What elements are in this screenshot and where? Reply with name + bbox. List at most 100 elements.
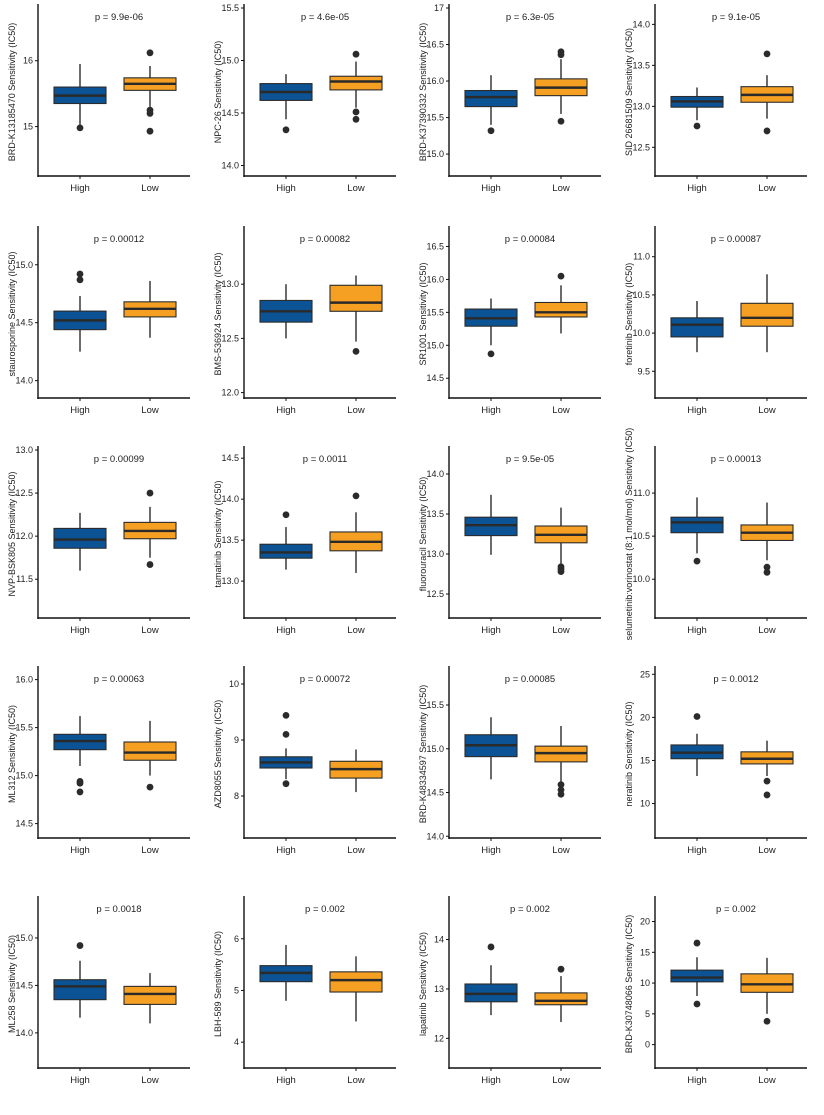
boxplot-panel: selumetinib:vorinostat (8:1 mol/mol) Sen… bbox=[617, 428, 823, 664]
y-tick-label: 13.0 bbox=[221, 576, 239, 586]
outlier-point bbox=[763, 50, 771, 58]
y-tick-label: 14.0 bbox=[632, 19, 650, 29]
y-axis-label: foretinib Sensitivity (IC50) bbox=[624, 263, 634, 366]
boxplot-panel: SR1001 Sensitivity (IC50) p = 0.00084 14.5… bbox=[411, 222, 617, 444]
outlier-point bbox=[763, 1017, 771, 1025]
x-tick-label: High bbox=[276, 1075, 296, 1086]
outlier-point bbox=[693, 713, 701, 720]
x-tick-label: Low bbox=[347, 1075, 365, 1086]
boxplot-svg: NPC-26 Sensitivity (IC50) p = 4.6e-05 14.0… bbox=[213, 3, 396, 194]
y-tick-label: 0 bbox=[645, 1040, 650, 1050]
boxplot-svg: SID 26681509 Sensitivity (IC50) p = 9.1e-… bbox=[624, 4, 807, 194]
y-tick-label: 15.0 bbox=[426, 149, 444, 159]
y-tick-label: 9.5 bbox=[637, 366, 650, 376]
outlier-point bbox=[763, 777, 771, 785]
x-tick-label: High bbox=[687, 845, 707, 856]
p-value-label: p = 0.00085 bbox=[505, 674, 555, 685]
outlier-point bbox=[146, 127, 154, 135]
y-tick-label: 13.5 bbox=[426, 509, 444, 519]
box-high bbox=[464, 494, 518, 555]
outlier-point bbox=[352, 50, 360, 58]
p-value-label: p = 0.00063 bbox=[94, 674, 144, 685]
y-tick-label: 13.5 bbox=[221, 535, 239, 545]
y-tick-label: 13 bbox=[434, 984, 444, 994]
box-low bbox=[123, 720, 177, 791]
y-tick-label: 14 bbox=[434, 935, 444, 945]
boxplot-svg: NVP-BSK805 Sensitivity (IC50) p = 0.00099… bbox=[7, 445, 190, 636]
outlier-point bbox=[352, 492, 360, 500]
outlier-point bbox=[76, 779, 84, 787]
box-low bbox=[329, 275, 383, 355]
boxplot-svg: BRD-K37390332 Sensitivity (IC50) p = 6.3e… bbox=[418, 3, 601, 194]
y-tick-label: 15.5 bbox=[15, 723, 33, 733]
box-high bbox=[464, 717, 518, 780]
outlier-point bbox=[76, 942, 84, 949]
y-tick-label: 14.5 bbox=[15, 318, 33, 328]
p-value-label: p = 0.00099 bbox=[94, 454, 144, 465]
boxplot-panel: LBH-589 Sensitivity (IC50) p = 0.002 4 5 6 Hi… bbox=[206, 892, 412, 1114]
p-value-label: p = 0.002 bbox=[510, 904, 550, 915]
outlier-point bbox=[693, 557, 701, 565]
boxplot-svg: AZD8055 Sensitivity (IC50) p = 0.00072 8 9 1… bbox=[213, 666, 396, 856]
box-low bbox=[740, 740, 794, 799]
p-value-label: p = 0.002 bbox=[716, 904, 756, 915]
y-axis-label: SID 26681509 Sensitivity (IC50) bbox=[624, 28, 634, 156]
y-axis-label: AZD8055 Sensitivity (IC50) bbox=[213, 700, 223, 809]
boxplot-svg: staurosporine Sensitivity (IC50) p = 0.00… bbox=[7, 226, 190, 416]
boxplot-panel: foretinib Sensitivity (IC50) p = 0.00087 9… bbox=[617, 222, 823, 444]
x-tick-label: High bbox=[481, 625, 501, 636]
y-tick-label: 15 bbox=[640, 755, 650, 765]
box-iqr bbox=[53, 979, 107, 1001]
outlier-point bbox=[352, 347, 360, 355]
box-iqr bbox=[670, 969, 724, 983]
boxplot-panel: BRD-K30748066 Sensitivity (IC50) p = 0.00… bbox=[617, 892, 823, 1114]
y-axis-label: LBH-589 Sensitivity (IC50) bbox=[213, 931, 223, 1037]
x-tick-label: High bbox=[481, 1075, 501, 1086]
box-high bbox=[53, 942, 107, 1018]
x-tick-label: Low bbox=[758, 845, 776, 856]
box-high bbox=[670, 497, 724, 565]
y-tick-label: 15.0 bbox=[15, 933, 33, 943]
x-tick-label: Low bbox=[758, 1075, 776, 1086]
y-tick-label: 14.5 bbox=[221, 108, 239, 118]
p-value-label: p = 0.0012 bbox=[713, 674, 758, 685]
box-high bbox=[670, 713, 724, 776]
y-tick-label: 15 bbox=[23, 122, 33, 132]
y-tick-label: 16 bbox=[23, 56, 33, 66]
x-tick-label: Low bbox=[758, 405, 776, 416]
box-iqr bbox=[670, 317, 724, 338]
outlier-point bbox=[487, 127, 495, 135]
boxplot-svg: neratinib Sensitivity (IC50) p = 0.0012 10… bbox=[624, 666, 807, 856]
x-tick-label: High bbox=[70, 405, 90, 416]
boxplot-panel: lapatinib Sensitivity (IC50) p = 0.002 12 1… bbox=[411, 892, 617, 1114]
x-tick-label: High bbox=[481, 405, 501, 416]
y-tick-label: 15.0 bbox=[15, 771, 33, 781]
p-value-label: p = 0.00084 bbox=[505, 234, 555, 245]
outlier-point bbox=[352, 108, 360, 116]
box-high bbox=[464, 75, 518, 135]
y-axis-label: NPC-26 Sensitivity (IC50) bbox=[213, 41, 223, 144]
box-high bbox=[670, 301, 724, 353]
x-tick-label: Low bbox=[758, 625, 776, 636]
x-tick-label: High bbox=[70, 845, 90, 856]
y-tick-label: 12.0 bbox=[221, 388, 239, 398]
boxplot-panel: BRD-K48334597 Sensitivity (IC50) p = 0.00… bbox=[411, 662, 617, 884]
y-tick-label: 12.5 bbox=[15, 488, 33, 498]
outlier-point bbox=[763, 127, 771, 135]
y-axis-label: ML312 Sensitivity (IC50) bbox=[7, 705, 17, 803]
y-tick-label: 14.0 bbox=[15, 1028, 33, 1038]
x-tick-label: Low bbox=[141, 183, 159, 194]
box-high bbox=[259, 74, 313, 134]
y-tick-label: 25 bbox=[640, 669, 650, 679]
p-value-label: p = 0.00012 bbox=[94, 234, 144, 245]
y-tick-label: 15.0 bbox=[15, 260, 33, 270]
boxplot-svg: BRD-K48334597 Sensitivity (IC50) p = 0.00… bbox=[418, 666, 601, 856]
box-iqr bbox=[53, 527, 107, 549]
y-tick-label: 11.0 bbox=[633, 488, 650, 498]
box-iqr bbox=[329, 971, 383, 993]
outlier-point bbox=[282, 511, 290, 519]
y-tick-label: 13.5 bbox=[632, 60, 650, 70]
y-axis-label: BMS-536924 Sensitivity (IC50) bbox=[213, 252, 223, 375]
p-value-label: p = 9.1e-05 bbox=[712, 12, 760, 23]
y-tick-label: 20 bbox=[640, 712, 650, 722]
